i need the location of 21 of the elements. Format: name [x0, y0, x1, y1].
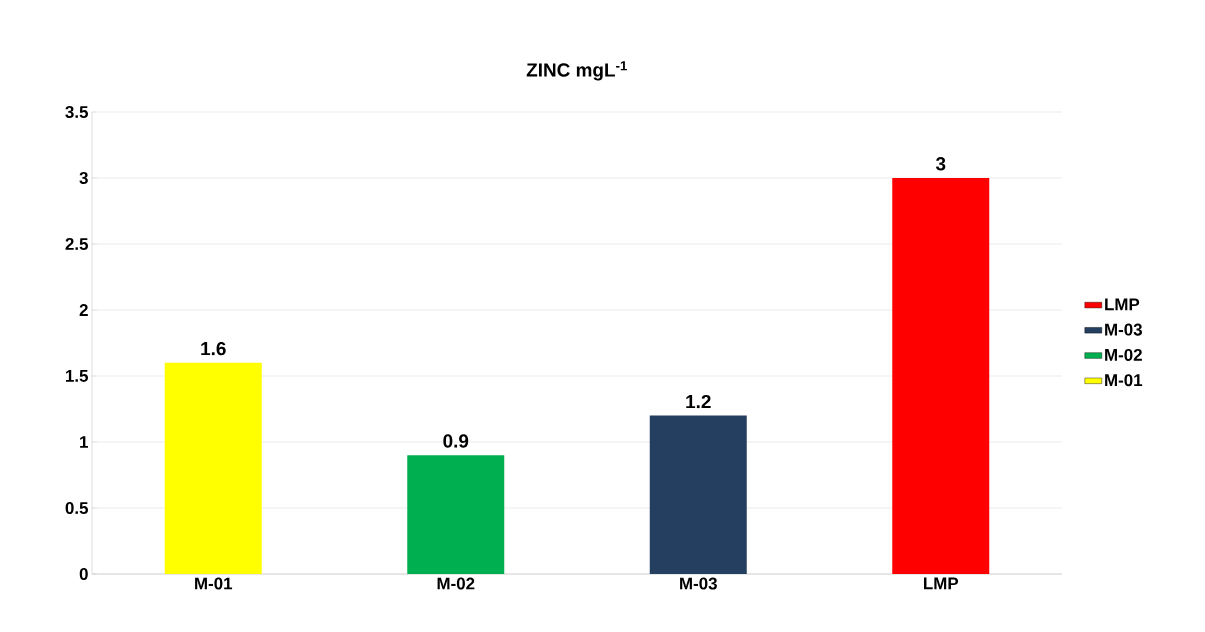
x-tick-label: LMP [924, 577, 959, 590]
data-label: 0.9 [443, 434, 469, 448]
legend-label: M-01 [1105, 374, 1143, 387]
data-label: 1.2 [686, 394, 711, 409]
y-tick-label: 0 [79, 568, 88, 580]
data-label: 3 [935, 157, 946, 171]
y-tick-label: 3.5 [65, 105, 89, 118]
y-tick-label: 3 [79, 171, 88, 184]
x-tick-label: M-01 [195, 577, 233, 590]
x-tick-label: M-03 [680, 577, 717, 590]
chart-title: ZINC mgL$^{-1}$ [526, 61, 627, 81]
legend-label: M-03 [1105, 323, 1142, 336]
x-tick-label: M-02 [437, 577, 475, 590]
y-tick-label: 2.5 [65, 238, 89, 250]
data-label: 1.6 [201, 341, 226, 356]
legend-label: LMP [1105, 298, 1140, 311]
y-tick-label: 1 [80, 436, 89, 448]
legend-label: M-02 [1105, 348, 1142, 361]
y-tick-label: 1.5 [66, 370, 89, 382]
y-tick-label: 0.5 [65, 502, 89, 514]
y-tick-label: 2 [79, 304, 88, 316]
